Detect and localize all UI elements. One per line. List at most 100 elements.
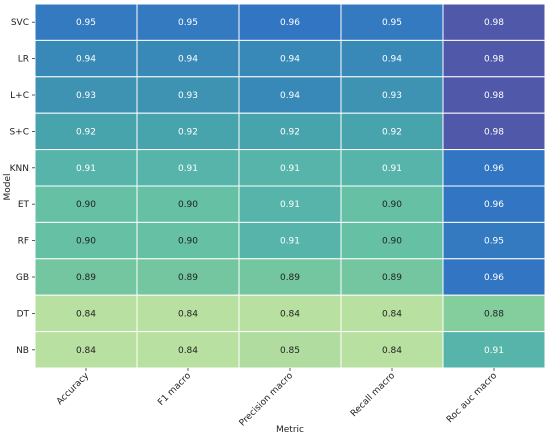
heatmap-cell — [34, 149, 138, 187]
heatmap-cell-value: 0.90 — [178, 237, 198, 247]
heatmap-cell-value: 0.96 — [280, 18, 300, 28]
x-axis-tick-label: Accuracy — [55, 371, 92, 408]
heatmap-cell — [340, 112, 444, 151]
heatmap-cell-value: 0.98 — [484, 18, 504, 28]
heatmap-cell-value: 0.84 — [382, 346, 402, 356]
heatmap-cell-value: 0.95 — [76, 18, 96, 28]
y-axis-tick-label: NB — [16, 346, 29, 356]
x-axis-tick-label: Recall macro — [349, 371, 397, 419]
heatmap-cell-value: 0.90 — [382, 237, 402, 247]
heatmap-cell-value: 0.91 — [76, 164, 96, 174]
heatmap-cell — [136, 185, 240, 223]
y-axis-tick-label: LR — [18, 55, 29, 65]
heatmap-cell — [238, 185, 342, 223]
heatmap-cell-value: 0.89 — [76, 273, 96, 283]
heatmap-cell — [34, 221, 138, 260]
heatmap-cell-value: 0.93 — [382, 91, 402, 101]
heatmap-cell — [238, 3, 342, 41]
heatmap-cell-value: 0.88 — [484, 309, 504, 319]
heatmap-cell — [136, 112, 240, 151]
heatmap-cell-value: 0.94 — [382, 55, 402, 65]
heatmap-cell-value: 0.84 — [76, 309, 96, 319]
heatmap-cell-value: 0.90 — [76, 237, 96, 247]
heatmap-cell-value: 0.90 — [76, 200, 96, 210]
x-axis-tick-labels: Accuracy F1 macro Precision macro Recall ma… — [55, 368, 499, 429]
heatmap-cell — [136, 76, 240, 114]
heatmap-cell-value: 0.91 — [280, 200, 300, 210]
heatmap-cell — [238, 39, 342, 78]
heatmap-cell — [442, 185, 546, 223]
heatmap-cell-value: 0.84 — [178, 309, 198, 319]
heatmap-cell-value: 0.91 — [484, 346, 504, 356]
heatmap-cell-value: 0.95 — [178, 18, 198, 28]
heatmap-cell-value: 0.84 — [280, 309, 300, 319]
y-axis-tick-label: ET — [18, 200, 30, 210]
heatmap-cell-value: 0.91 — [178, 164, 198, 174]
heatmap-cell-value: 0.90 — [178, 200, 198, 210]
x-axis-label: Metric — [276, 425, 304, 435]
heatmap-cell — [340, 185, 444, 223]
y-axis-tick-label: GB — [16, 273, 29, 283]
y-axis-tick-label: RF — [18, 237, 29, 247]
heatmap-cell — [340, 258, 444, 296]
y-axis-tick-label: DT — [17, 309, 30, 319]
heatmap-cell-value: 0.94 — [76, 55, 96, 65]
heatmap-cell-value: 0.91 — [382, 164, 402, 174]
heatmap-cells — [34, 3, 546, 369]
heatmap-cell-value: 0.92 — [178, 127, 198, 137]
heatmap-cell-value: 0.92 — [76, 127, 96, 137]
heatmap-cell — [136, 149, 240, 187]
heatmap-cell-value: 0.94 — [280, 55, 300, 65]
heatmap-cell — [34, 3, 138, 41]
heatmap-cell-value: 0.93 — [76, 91, 96, 101]
heatmap-cell-value: 0.98 — [484, 91, 504, 101]
heatmap-cell-value: 0.96 — [484, 200, 504, 210]
heatmap-cell-value: 0.93 — [178, 91, 198, 101]
heatmap-cell — [442, 112, 546, 151]
heatmap-cell-labels: 0.95 0.95 0.96 0.95 0.98 0.94 0.94 0.94 0.94 0.98… — [76, 18, 504, 356]
heatmap-cell — [238, 294, 342, 333]
y-axis-label: Model — [3, 173, 13, 200]
y-axis-tick-label: KNN — [10, 164, 29, 174]
heatmap-cell-value: 0.91 — [280, 164, 300, 174]
heatmap-cell-value: 0.96 — [484, 273, 504, 283]
heatmap-cell-value: 0.84 — [382, 309, 402, 319]
x-axis-tick-label: Roc auc macro — [445, 371, 499, 425]
heatmap-cell-value: 0.95 — [484, 237, 504, 247]
heatmap-cell-value: 0.98 — [484, 127, 504, 137]
heatmap-cell — [340, 331, 444, 369]
heatmap-cell — [238, 331, 342, 369]
heatmap-cell-value: 0.89 — [382, 273, 402, 283]
heatmap-cell — [34, 331, 138, 369]
heatmap-cell-value: 0.90 — [382, 200, 402, 210]
heatmap-cell-value: 0.84 — [178, 346, 198, 356]
heatmap-cell-value: 0.84 — [76, 346, 96, 356]
heatmap-cell — [340, 76, 444, 114]
heatmap-cell-value: 0.91 — [280, 237, 300, 247]
x-axis-tick-label: F1 macro — [156, 371, 193, 408]
heatmap-cell-value: 0.94 — [280, 91, 300, 101]
heatmap-cell — [442, 258, 546, 296]
y-axis-tick-label: SVC — [11, 18, 29, 28]
heatmap-cell-value: 0.89 — [280, 273, 300, 283]
heatmap-cell — [136, 294, 240, 333]
heatmap-cell — [136, 331, 240, 369]
heatmap-cell — [136, 3, 240, 41]
heatmap-cell-value: 0.85 — [280, 346, 300, 356]
heatmap-cell-value: 0.95 — [382, 18, 402, 28]
heatmap-cell — [136, 258, 240, 296]
heatmap-cell — [238, 112, 342, 151]
heatmap-cell-value: 0.92 — [280, 127, 300, 137]
heatmap-cell-value: 0.94 — [178, 55, 198, 65]
heatmap-cell — [442, 39, 546, 78]
y-axis-tick-label: L+C — [10, 91, 29, 101]
heatmap-cell-value: 0.98 — [484, 55, 504, 65]
heatmap-cell-value: 0.89 — [178, 273, 198, 283]
heatmap-cell-value: 0.92 — [382, 127, 402, 137]
heatmap-cell — [442, 294, 546, 333]
y-axis-tick-label: S+C — [9, 127, 29, 137]
heatmap-cell — [442, 149, 546, 187]
heatmap-cell-value: 0.96 — [484, 164, 504, 174]
heatmap-cell — [442, 331, 546, 369]
